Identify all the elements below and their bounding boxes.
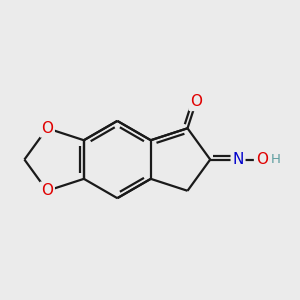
Text: O: O bbox=[190, 94, 202, 109]
Text: O: O bbox=[256, 152, 268, 167]
Text: H: H bbox=[271, 153, 281, 166]
Text: O: O bbox=[41, 183, 53, 198]
Text: N: N bbox=[232, 152, 244, 167]
Text: O: O bbox=[41, 121, 53, 136]
